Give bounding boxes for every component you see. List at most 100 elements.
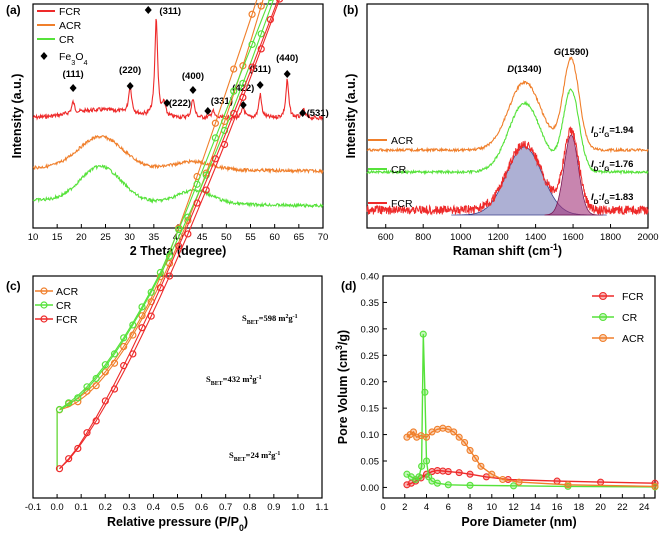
panel-a-xtick-label: 50 (221, 232, 232, 243)
panel-c-series-fcr-point (175, 242, 183, 250)
panel-b-ratio-acr-part: : (598, 125, 601, 136)
panel-c-series-fcr-point (248, 63, 256, 71)
panel-c-series-cr-point (101, 361, 109, 369)
panel-b-ratio-fcr-part: =1.83 (609, 192, 633, 203)
panel-c-bet-fcr-part: =24 m (246, 450, 269, 460)
panel-c-series-fcr-point (202, 186, 210, 194)
panel-c-series-fcr-point (220, 140, 229, 149)
panel-d-ytick-label: 0.35 (361, 298, 380, 309)
panel-c-xtick-label: 0.9 (267, 502, 280, 513)
panel-c-bet-acr-part: g (288, 313, 293, 323)
panel-a-peak-label: (511) (249, 64, 271, 75)
panel-d-point (651, 482, 659, 490)
panel-b-xlabel-part: Raman shift (cm (453, 244, 550, 258)
panel-c-series-fcr-point (101, 397, 109, 405)
panel-d-legend-label: ACR (622, 333, 645, 345)
panel-d-point (461, 438, 469, 447)
panel-d-point (433, 479, 441, 487)
panel-d-point (466, 470, 474, 478)
panel-b-xtick-label: 1600 (562, 232, 583, 243)
panel-c-series-fcr-point (129, 350, 137, 358)
panel-a-series-cr (32, 164, 324, 209)
panel-d-xtick-label: 24 (639, 502, 650, 513)
panel-a-xtick-label: 55 (245, 232, 256, 243)
panel-d-point (466, 481, 474, 489)
panel-c-series-acr-point (101, 368, 109, 376)
panel-c-xtick-label: 0.3 (123, 502, 136, 513)
panel-c-xtick-label: 1.0 (291, 502, 304, 513)
panel-c-series-acr-point (248, 10, 256, 18)
panel-a-legend-fe3o4-part: Fe (59, 51, 71, 63)
panel-c-series-cr-point (120, 334, 128, 342)
panel-c-series-acr-point (74, 398, 82, 406)
panel-d-legend-marker (598, 291, 608, 301)
panel-c-bet-fcr-part: 2 (268, 451, 271, 457)
panel-a-xtick-label: 15 (52, 232, 63, 243)
panel-a-peak-diamond (239, 101, 247, 109)
panel-b-xtick-label: 600 (378, 232, 394, 243)
panel-d-xtick-label: 20 (595, 502, 606, 513)
panel-a-peak-label: (531) (307, 108, 329, 119)
panel-c-series-acr-point (138, 312, 146, 320)
panel-a-xtick-label: 45 (197, 232, 208, 243)
panel-b-label: (b) (343, 3, 358, 17)
panel-d-point (421, 388, 429, 396)
panel-d-ytick-label: 0.20 (361, 377, 380, 388)
panel-c-frame (32, 275, 323, 499)
panel-d-point (466, 446, 474, 454)
panel-c-bet-cr-part: g (252, 374, 257, 384)
panel-c-bet-cr-part: 2 (249, 375, 252, 381)
panel-c-series-fcr-point (211, 155, 219, 163)
panel-c-series-fcr-point (92, 417, 100, 425)
panel-d-point (553, 477, 561, 485)
panel-b-band-label-d-part: D (507, 64, 514, 75)
panel-c-series-cr-point (175, 225, 183, 234)
panel-d-point (455, 433, 463, 441)
panel-d-xlabel: Pore Diameter (nm) (461, 515, 576, 529)
panel-b-ratio-cr-part: =1.76 (609, 159, 633, 170)
panel-a-ylabel: Intensity (a.u.) (10, 74, 24, 159)
panel-a-xtick-label: 60 (269, 232, 280, 243)
panel-c-series-cr-point (211, 134, 219, 142)
panel-b-ratio-cr-part: I (602, 159, 605, 170)
panel-c-legend-label: ACR (56, 286, 79, 298)
panel-c-series-cr-point (83, 383, 91, 391)
panel-a-legend-label: ACR (59, 20, 82, 32)
panel-d-point (515, 478, 523, 486)
panel-c-series-cr-adsorption (59, 0, 274, 410)
panel-c-xtick-label: 0.8 (243, 502, 256, 513)
panel-a-xlabel: 2 Theta (degree) (130, 244, 227, 258)
panel-a-peak-diamond (69, 84, 77, 92)
panel-d-xtick-label: 6 (446, 502, 451, 513)
panel-b-band-label-g-part: G (554, 47, 562, 58)
panel-b-ratio-acr-part: D (594, 132, 599, 139)
panel-c-series-fcr-point (120, 362, 128, 370)
panel-c-bet-acr-part: BET (247, 320, 259, 326)
panel-b-ratio-cr-part: I (591, 159, 594, 170)
panel-d-point (477, 462, 485, 470)
panel-c-series-fcr-point (55, 465, 64, 473)
panel-a-peak-diamond (189, 86, 197, 94)
panel-c-series-cr-point (220, 126, 229, 135)
panel-b-ratio-cr-part: D (594, 166, 599, 173)
panel-c-xtick-label: 0.4 (147, 502, 160, 513)
panel-a-peak-diamond (163, 99, 171, 107)
panel-c-series-fcr-point (110, 385, 119, 393)
panel-c-series-fcr-point (193, 199, 201, 207)
panel-d-ylabel-part: /g) (336, 330, 350, 345)
panel-c-series-acr-point (110, 359, 119, 367)
panel-d-series-acr (406, 427, 656, 488)
panel-c-series-fcr-point (165, 272, 174, 280)
panel-b-xlabel: Raman shift (cm-1) (453, 242, 562, 258)
panel-c-bet-acr: SBET=598 m2g-1 (242, 313, 298, 326)
panel-a-xtick-label: 20 (76, 232, 87, 243)
panel-c-series-cr-point (129, 321, 137, 329)
panel-c-xlabel-part: ) (244, 515, 248, 529)
panel-c-series-fcr-point (257, 45, 265, 53)
panel-d-point (409, 428, 418, 436)
panel-c-xlabel: Relative pressure (P/P0) (107, 515, 248, 533)
panel-d-point (444, 425, 452, 433)
panel-c-xtick-label: 0.6 (195, 502, 208, 513)
panel-d-ytick-label: 0.05 (361, 457, 380, 468)
panel-c-bet-cr-part: BET (211, 381, 223, 387)
